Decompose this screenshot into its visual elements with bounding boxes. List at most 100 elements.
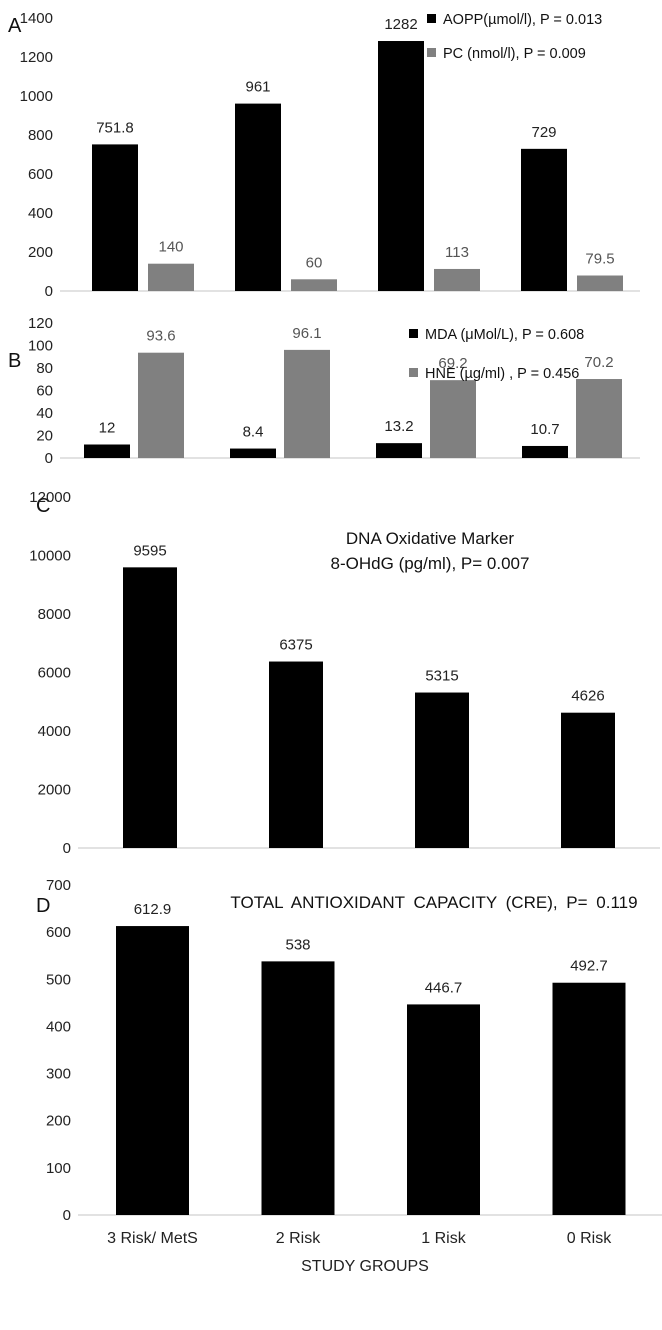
bar-b-s0-c1	[230, 448, 276, 458]
bar-a-s0-c3	[521, 148, 567, 291]
data-label: 5315	[425, 668, 458, 685]
legend-swatch	[427, 48, 436, 57]
legend-swatch	[409, 329, 418, 338]
data-label: 751.8	[96, 119, 134, 136]
y-tick-label: 400	[28, 205, 53, 222]
y-tick-label: 20	[36, 428, 53, 445]
legend-label: HNE (µg/ml) , P = 0.456	[425, 366, 579, 382]
data-label: 4626	[571, 688, 604, 705]
data-label: 70.2	[584, 354, 613, 371]
data-label: 612.9	[134, 901, 172, 918]
y-tick-label: 0	[63, 1207, 71, 1224]
bar-d-s0-c2	[407, 1004, 480, 1215]
y-tick-label: 500	[46, 971, 71, 988]
category-label: 1 Risk	[421, 1230, 466, 1247]
bar-b-s0-c2	[376, 443, 422, 458]
data-label: 6375	[279, 637, 312, 654]
panel-letter: A	[8, 15, 22, 37]
y-tick-label: 0	[45, 283, 53, 300]
bar-a-s1-c1	[291, 279, 337, 291]
category-label: 2 Risk	[276, 1230, 321, 1247]
data-label: 538	[285, 936, 310, 953]
bar-b-s1-c3	[576, 379, 622, 458]
chart-panel-c: C 0 2000 4000 6000 8000 10000 12000 9595 6375 5315…	[29, 489, 660, 857]
data-label: 13.2	[384, 418, 413, 435]
chart-panel-d: D 0 100 200 300 400 500 600 700 612.9 538 446.7 492.…	[36, 877, 662, 1275]
bar-c-s0-c0	[123, 567, 177, 848]
data-label: 79.5	[585, 250, 614, 267]
bar-d-s0-c0	[116, 926, 189, 1215]
y-tick-label: 300	[46, 1066, 71, 1083]
y-tick-label: 1000	[20, 88, 53, 105]
data-label: 96.1	[292, 325, 321, 342]
legend-swatch	[427, 14, 436, 23]
legend-label: MDA (μMol/L), P = 0.608	[425, 327, 584, 343]
data-label: 140	[158, 239, 183, 256]
chart-panel-b: B 0 20 40 60 80 100 120 12 8.4 13.2 10.7 93.6 96.1 69.…	[8, 315, 640, 467]
bar-b-s0-c3	[522, 445, 568, 458]
y-tick-label: 120	[28, 315, 53, 332]
legend-swatch	[409, 368, 418, 377]
y-tick-label: 10000	[29, 548, 71, 565]
y-tick-label: 600	[46, 924, 71, 941]
data-label: 961	[245, 79, 270, 96]
y-tick-label: 200	[28, 244, 53, 261]
legend-label: AOPP(µmol/l), P = 0.013	[443, 12, 602, 28]
y-tick-label: 1200	[20, 49, 53, 66]
data-label: 9595	[133, 542, 166, 559]
chart-title: DNA Oxidative Marker	[346, 529, 514, 548]
y-tick-label: 600	[28, 166, 53, 183]
chart-panel-a: A 0 200 400 600 800 1000 1200 1400 751.8 961 1282 72…	[8, 10, 640, 300]
y-tick-label: 40	[36, 405, 53, 422]
legend-label: PC (nmol/l), P = 0.009	[443, 46, 586, 62]
data-label: 113	[445, 244, 469, 261]
data-label: 492.7	[570, 958, 608, 975]
y-tick-label: 80	[36, 360, 53, 377]
category-label: 3 Risk/ MetS	[107, 1230, 198, 1247]
bar-a-s1-c0	[148, 263, 194, 291]
data-label: 10.7	[530, 421, 559, 438]
category-label: 0 Risk	[567, 1230, 612, 1247]
bar-b-s0-c0	[84, 444, 130, 458]
y-tick-label: 400	[46, 1018, 71, 1035]
bar-a-s1-c2	[434, 268, 480, 291]
data-label: 93.6	[146, 328, 175, 345]
y-tick-label: 4000	[38, 723, 71, 740]
y-tick-label: 60	[36, 383, 53, 400]
y-tick-label: 0	[45, 450, 53, 467]
bar-a-s0-c1	[235, 103, 281, 291]
y-tick-label: 0	[63, 840, 71, 857]
data-label: 12	[99, 420, 116, 437]
data-label: 729	[531, 124, 556, 141]
bar-c-s0-c1	[269, 661, 323, 848]
y-tick-label: 12000	[29, 489, 71, 506]
data-label: 60	[306, 254, 323, 271]
y-tick-label: 100	[28, 338, 53, 355]
y-tick-label: 6000	[38, 665, 71, 682]
bar-c-s0-c3	[561, 712, 615, 848]
y-tick-label: 8000	[38, 606, 71, 623]
panel-letter: D	[36, 895, 50, 917]
y-tick-label: 200	[46, 1113, 71, 1130]
data-label: 446.7	[425, 979, 463, 996]
panel-letter: C	[36, 495, 50, 517]
data-label: 1282	[384, 16, 417, 33]
data-label: 69.2	[438, 355, 467, 372]
bar-c-s0-c2	[415, 692, 469, 848]
y-tick-label: 1400	[20, 10, 53, 27]
bar-b-s1-c0	[138, 352, 184, 458]
panel-letter: B	[8, 350, 21, 372]
y-tick-label: 800	[28, 127, 53, 144]
bar-a-s0-c0	[92, 144, 138, 291]
y-tick-label: 100	[46, 1160, 71, 1177]
y-tick-label: 2000	[38, 782, 71, 799]
chart-title: TOTAL ANTIOXIDANT CAPACITY (CRE), P= 0.1…	[230, 893, 637, 912]
chart-title: 8-OHdG (pg/ml), P= 0.007	[331, 554, 530, 573]
bar-a-s1-c3	[577, 275, 623, 291]
y-tick-label: 700	[46, 877, 71, 894]
bar-b-s1-c2	[430, 380, 476, 458]
bar-b-s1-c1	[284, 349, 330, 458]
x-axis-title: STUDY GROUPS	[301, 1258, 429, 1275]
bar-a-s0-c2	[378, 41, 424, 292]
